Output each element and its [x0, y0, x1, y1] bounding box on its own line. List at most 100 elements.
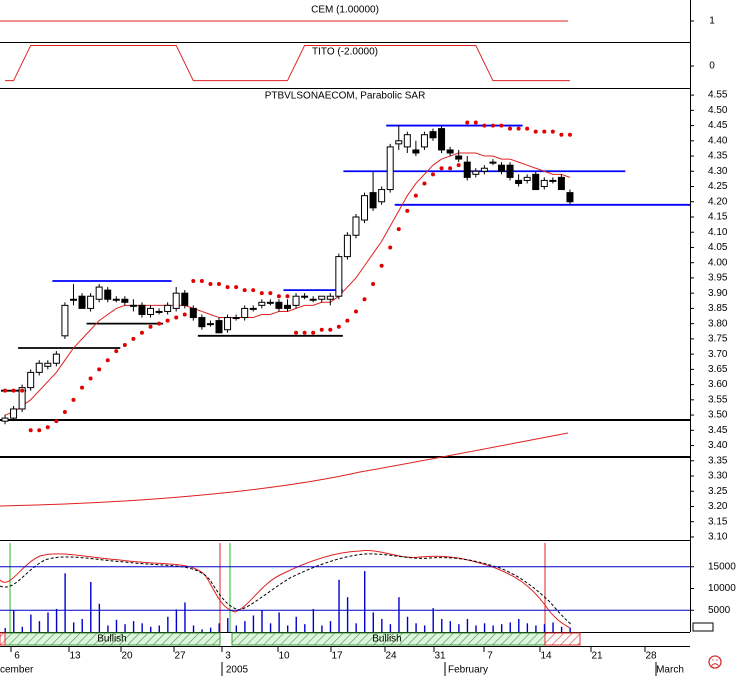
volume-bar [389, 624, 392, 632]
sar-dot [11, 388, 16, 393]
sar-dot [208, 282, 213, 287]
volume-bar [278, 612, 280, 632]
x-tick-label: 3 [225, 651, 231, 662]
candle-body [78, 295, 86, 309]
y-tick-label: 3.40 [708, 440, 728, 451]
scroll-box[interactable] [692, 622, 714, 632]
y-tick-label: 3.45 [708, 425, 728, 436]
candle-body [540, 179, 548, 188]
volume-bar [406, 616, 409, 632]
y-tick-label: 3.30 [708, 471, 728, 482]
x-tick-label: 7 [487, 651, 493, 662]
sar-dot [422, 181, 427, 186]
sar-dot [388, 245, 393, 250]
sar-dot [345, 318, 350, 323]
volume-bar [167, 616, 169, 632]
y-tick-label: 4.30 [708, 166, 728, 177]
volume-bar [261, 610, 263, 632]
x-tick-label: 14 [540, 651, 552, 662]
candle-body [506, 164, 514, 178]
candle-body [292, 295, 300, 306]
volume-bar [209, 627, 212, 632]
candle-body [352, 216, 360, 236]
volume-bar [227, 618, 229, 632]
candle-body [463, 161, 471, 178]
volume-bar [72, 622, 75, 632]
signal-label: Bullish [97, 634, 126, 645]
x-tick-label: 13 [69, 651, 81, 662]
volume-bar [269, 623, 272, 632]
month-label: cember [0, 665, 34, 676]
candle-body [369, 192, 377, 209]
sar-dot [3, 388, 7, 393]
volume-bar [381, 618, 383, 632]
y-tick-label: 3.60 [708, 379, 728, 390]
volume-bar [64, 573, 66, 632]
sar-dot [542, 129, 547, 134]
candle-body [446, 149, 454, 154]
candle-body [1, 417, 9, 422]
candle-body [121, 298, 129, 303]
volume-bar [252, 615, 255, 632]
volume-bar [38, 621, 41, 632]
sar-dot [37, 428, 42, 433]
candle-body [95, 286, 103, 300]
candle-body [489, 161, 497, 164]
volume-bar [21, 626, 24, 632]
y-tick-label: 4.00 [708, 257, 728, 268]
candle-body [557, 176, 565, 191]
sar-dot [259, 291, 264, 296]
sar-dot [482, 123, 487, 128]
panel-title: TITO (-2.0000) [312, 47, 378, 58]
candle-body [515, 179, 523, 184]
volume-bar [458, 624, 460, 632]
candle-body [241, 307, 249, 319]
month-label: February [448, 665, 488, 676]
volume-bar [30, 614, 32, 632]
panel-title: PTBVLSONAECOM, Parabolic SAR [265, 91, 426, 102]
sar-dot [525, 126, 530, 131]
stochastic-k [0, 550, 571, 629]
sar-dot [336, 324, 341, 329]
x-tick-label: 24 [385, 651, 397, 662]
sar-dot [268, 291, 273, 296]
sar-dot [165, 318, 170, 323]
sar-dot [157, 321, 162, 326]
sar-dot [217, 282, 221, 287]
y-tick-label: 4.45 [708, 120, 728, 131]
sar-dot [294, 330, 299, 335]
y-tick-label: 3.80 [708, 318, 728, 329]
sar-dot [276, 294, 281, 299]
volume-bar [141, 623, 143, 632]
sar-dot [559, 132, 564, 137]
x-tick-label: 6 [14, 651, 20, 662]
month-label: 2005 [226, 665, 249, 676]
volume-bar [90, 581, 92, 632]
y-tick-label: 3.50 [708, 410, 728, 421]
volume-bar [543, 624, 546, 632]
sar-dot [499, 123, 504, 128]
sar-dot [242, 288, 247, 293]
sar-dot [302, 330, 307, 335]
sar-dot [122, 342, 127, 347]
volume-bar [364, 571, 366, 632]
volume-bar [560, 626, 563, 632]
signal-zone [0, 632, 6, 646]
volume-bar [518, 618, 520, 632]
candle-body [10, 408, 18, 419]
candle-body [52, 353, 60, 364]
volume-bar [192, 625, 195, 632]
sar-dot [148, 324, 153, 329]
y-tick-label: 4.15 [708, 212, 728, 223]
volume-bar [569, 627, 571, 632]
volume-bar [526, 623, 529, 632]
sar-dot [174, 315, 179, 320]
candle-body [532, 173, 540, 191]
sar-dot [28, 428, 33, 433]
y-tick-label: 3.15 [708, 516, 728, 527]
sar-dot [225, 285, 230, 290]
sar-dot [473, 120, 478, 125]
volume-bar [483, 623, 486, 632]
candle-body [429, 131, 437, 139]
